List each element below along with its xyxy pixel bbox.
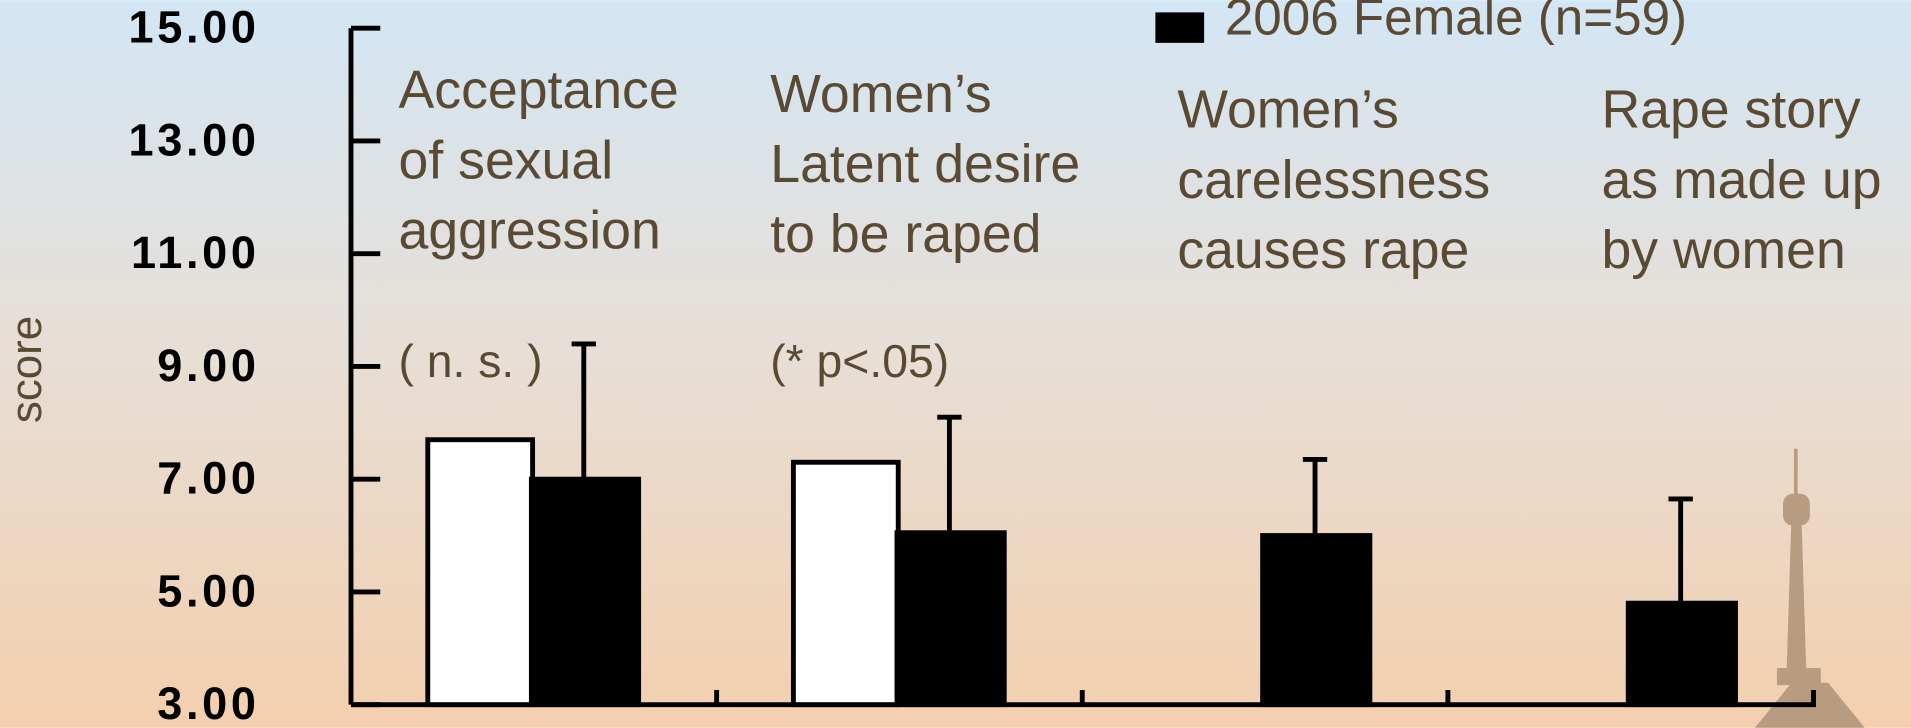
category-label: Latent desire [770,134,1080,194]
legend-swatch [1155,12,1204,42]
category-label: Acceptance [399,60,679,120]
y-tick-label: 9.00 [157,340,259,391]
annotation: ( n. s. ) [399,335,543,387]
category-label: causes rape [1177,220,1469,280]
y-tick-label: 5.00 [157,565,259,616]
category-label: Women’s [1177,80,1398,140]
chart: score 2006 Female (n=59) 3.00 5.00 7.00 9.0… [0,0,1911,728]
category-label: as made up [1601,150,1881,210]
bar [428,440,533,705]
category-label: to be raped [770,204,1041,264]
category-label: carelessness [1177,150,1490,210]
page: score 2006 Female (n=59) 3.00 5.00 7.00 9.0… [0,0,1911,728]
category-label: Rape story [1601,80,1860,140]
bar [793,462,898,704]
category-label: Women’s [770,64,991,124]
category-label: by women [1601,220,1845,280]
bar [531,479,638,704]
category-label: of sexual [399,130,614,190]
y-tick-label: 3.00 [157,678,259,728]
category-label: aggression [399,200,661,260]
legend-label: 2006 Female (n=59) [1225,0,1687,45]
bar [897,533,1004,705]
bar [1628,603,1735,704]
y-axis-label: score [2,316,51,423]
annotation: (* p<.05) [770,335,949,387]
y-tick-label: 11.00 [131,227,260,278]
y-tick-label: 15.00 [129,2,260,53]
y-tick-label: 7.00 [157,453,259,504]
bar [1263,536,1370,705]
y-tick-label: 13.00 [129,114,260,165]
